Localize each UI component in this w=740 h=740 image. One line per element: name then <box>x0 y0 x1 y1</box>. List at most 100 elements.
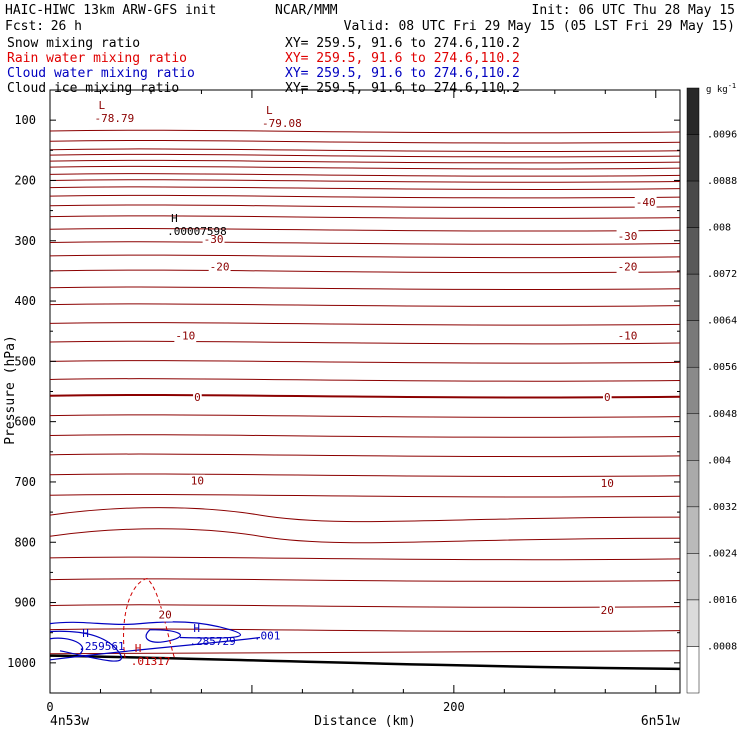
y-tick-label: 300 <box>14 234 36 248</box>
colorbar-label: .0032 <box>707 502 737 513</box>
init-time: Init: 06 UTC Thu 28 May 15 <box>532 3 736 18</box>
colorbar-unit-exp: -1 <box>728 82 736 90</box>
isotherm-line <box>49 165 681 170</box>
isotherm-label-bg <box>602 390 612 404</box>
isotherm-label: 20 <box>601 604 614 617</box>
field-name: Cloud water mixing ratio <box>7 66 195 81</box>
isotherm-line <box>49 507 681 523</box>
extremum-value: -78.79 <box>94 112 134 125</box>
isotherm-label: 0 <box>604 391 611 404</box>
colorbar-unit-text: g kg <box>706 85 728 95</box>
isotherm-line <box>49 303 681 307</box>
colorbar-cell <box>686 134 700 182</box>
fcst-label: Fcst: <box>5 19 44 34</box>
isotherm-label-bg <box>202 232 225 246</box>
org-title: NCAR/MMM <box>275 3 338 18</box>
isotherm-line <box>49 269 681 274</box>
isotherm-label: 10 <box>191 475 204 488</box>
extremum-mark: L <box>266 104 273 117</box>
isotherm-line <box>49 322 681 326</box>
colorbar-label: .0088 <box>707 176 737 187</box>
extremum-mark: H <box>193 622 200 635</box>
isotherm-line <box>49 434 681 438</box>
colorbar-cell <box>686 599 700 647</box>
colorbar-unit: g kg-1 <box>706 82 736 95</box>
isotherm-line <box>49 473 681 477</box>
isotherm-line <box>49 378 681 382</box>
isotherm-line <box>49 204 681 209</box>
isotherm-line <box>49 148 681 152</box>
isotherm-label: -20 <box>618 261 638 274</box>
colorbar-label: .0008 <box>707 641 737 652</box>
cloud-water-contour <box>49 636 261 661</box>
isotherm-line <box>49 650 681 655</box>
colorbar-label: .008 <box>707 223 731 234</box>
y-tick-label: 200 <box>14 173 36 187</box>
field-xy: XY= 259.5, 91.6 to 274.6,110.2 <box>285 51 520 66</box>
isotherm-line <box>49 493 681 498</box>
field-xy: XY= 259.5, 91.6 to 274.6,110.2 <box>285 66 520 81</box>
isotherm-line <box>49 556 681 561</box>
x-axis-title: Distance (km) <box>314 714 416 729</box>
isotherm-label-bg <box>634 196 657 210</box>
extremum-value: .259561 <box>78 640 124 653</box>
extremum-mark: H <box>135 642 142 655</box>
cloud-water-contour <box>49 637 84 655</box>
extremum-mark: H <box>171 212 178 225</box>
isotherm-label-bg <box>189 474 206 488</box>
isotherm-line <box>49 241 681 245</box>
isotherm-line <box>49 578 681 582</box>
colorbar-cell <box>686 646 700 694</box>
isotherm-line <box>49 159 681 164</box>
isotherm-label: 10 <box>601 477 614 490</box>
isotherm-line <box>49 153 681 158</box>
isotherm-line <box>49 628 681 632</box>
isotherm-label-bg <box>174 329 197 343</box>
isotherm-line <box>49 604 681 608</box>
isotherm-line <box>49 393 681 399</box>
y-tick-label: 800 <box>14 535 36 549</box>
cloud-water-label: .001 <box>254 630 281 643</box>
plot-frame <box>49 89 681 694</box>
colorbar-cell <box>686 273 700 321</box>
x-tick-label: 0 <box>46 700 53 714</box>
colorbar-cell <box>686 320 700 368</box>
colorbar-label: .0072 <box>707 269 737 280</box>
isotherm-line <box>49 254 681 259</box>
field-xy: XY= 259.5, 91.6 to 274.6,110.2 <box>285 81 520 96</box>
x-tick-label: 200 <box>443 700 465 714</box>
field-name: Snow mixing ratio <box>7 36 140 51</box>
field-name: Rain water mixing ratio <box>7 51 187 66</box>
field-name: Cloud ice mixing ratio <box>7 81 179 96</box>
isotherm-line <box>49 528 681 544</box>
extremum-value: .285729 <box>189 635 235 648</box>
isotherm-label: -10 <box>175 329 195 342</box>
isotherm-label: -30 <box>618 230 638 243</box>
y-tick-label: 100 <box>14 113 36 127</box>
extremum-value: .01317 <box>131 655 171 668</box>
colorbar-label: .0024 <box>707 548 737 559</box>
isotherm-label-bg <box>157 608 173 622</box>
isotherm-line <box>49 186 681 190</box>
isotherm-label: -10 <box>618 329 638 342</box>
colorbar-label: .0048 <box>707 409 737 420</box>
colorbar-label: .004 <box>707 455 731 466</box>
isotherm-label: 20 <box>158 609 171 622</box>
cloud-water-contours <box>49 577 261 662</box>
isotherm-line <box>49 215 681 219</box>
isotherm-line <box>49 286 681 291</box>
isotherm-line <box>49 414 681 418</box>
isotherm-label-bg <box>599 603 615 617</box>
temperature-contours <box>49 129 681 671</box>
isotherm-label-bg <box>616 260 639 274</box>
isotherm-label-bg <box>599 477 615 491</box>
isotherm-label-bg <box>208 260 231 274</box>
colorbar-label: .0056 <box>707 362 737 373</box>
field-xy: XY= 259.5, 91.6 to 274.6,110.2 <box>285 36 520 51</box>
y-tick-label: 900 <box>14 596 36 610</box>
y-tick-label: 400 <box>14 294 36 308</box>
extremum-mark: L <box>98 99 105 112</box>
